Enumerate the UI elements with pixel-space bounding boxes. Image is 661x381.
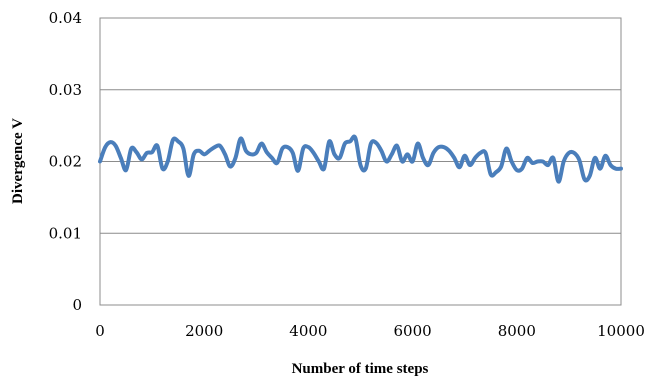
- y-tick-label: 0.01: [49, 224, 82, 242]
- x-tick-label: 10000: [597, 322, 645, 340]
- y-tick-label: 0.02: [49, 153, 82, 171]
- x-tick-label: 8000: [498, 322, 536, 340]
- x-tick-label: 0: [95, 322, 105, 340]
- y-tick-label: 0.04: [49, 9, 82, 27]
- x-axis-title: Number of time steps: [292, 361, 429, 377]
- y-tick-label: 0.03: [49, 81, 82, 99]
- x-tick-label: 4000: [289, 322, 327, 340]
- x-tick-label: 6000: [394, 322, 432, 340]
- y-tick-label: 0: [72, 296, 82, 314]
- series-line: [98, 134, 623, 184]
- x-axis-ticks: 0 2000 4000 6000 8000 10000: [95, 322, 645, 340]
- y-axis-ticks: 0 0.01 0.02 0.03 0.04: [49, 9, 82, 314]
- x-tick-label: 2000: [185, 322, 223, 340]
- y-axis-title: Divergence V: [10, 118, 26, 204]
